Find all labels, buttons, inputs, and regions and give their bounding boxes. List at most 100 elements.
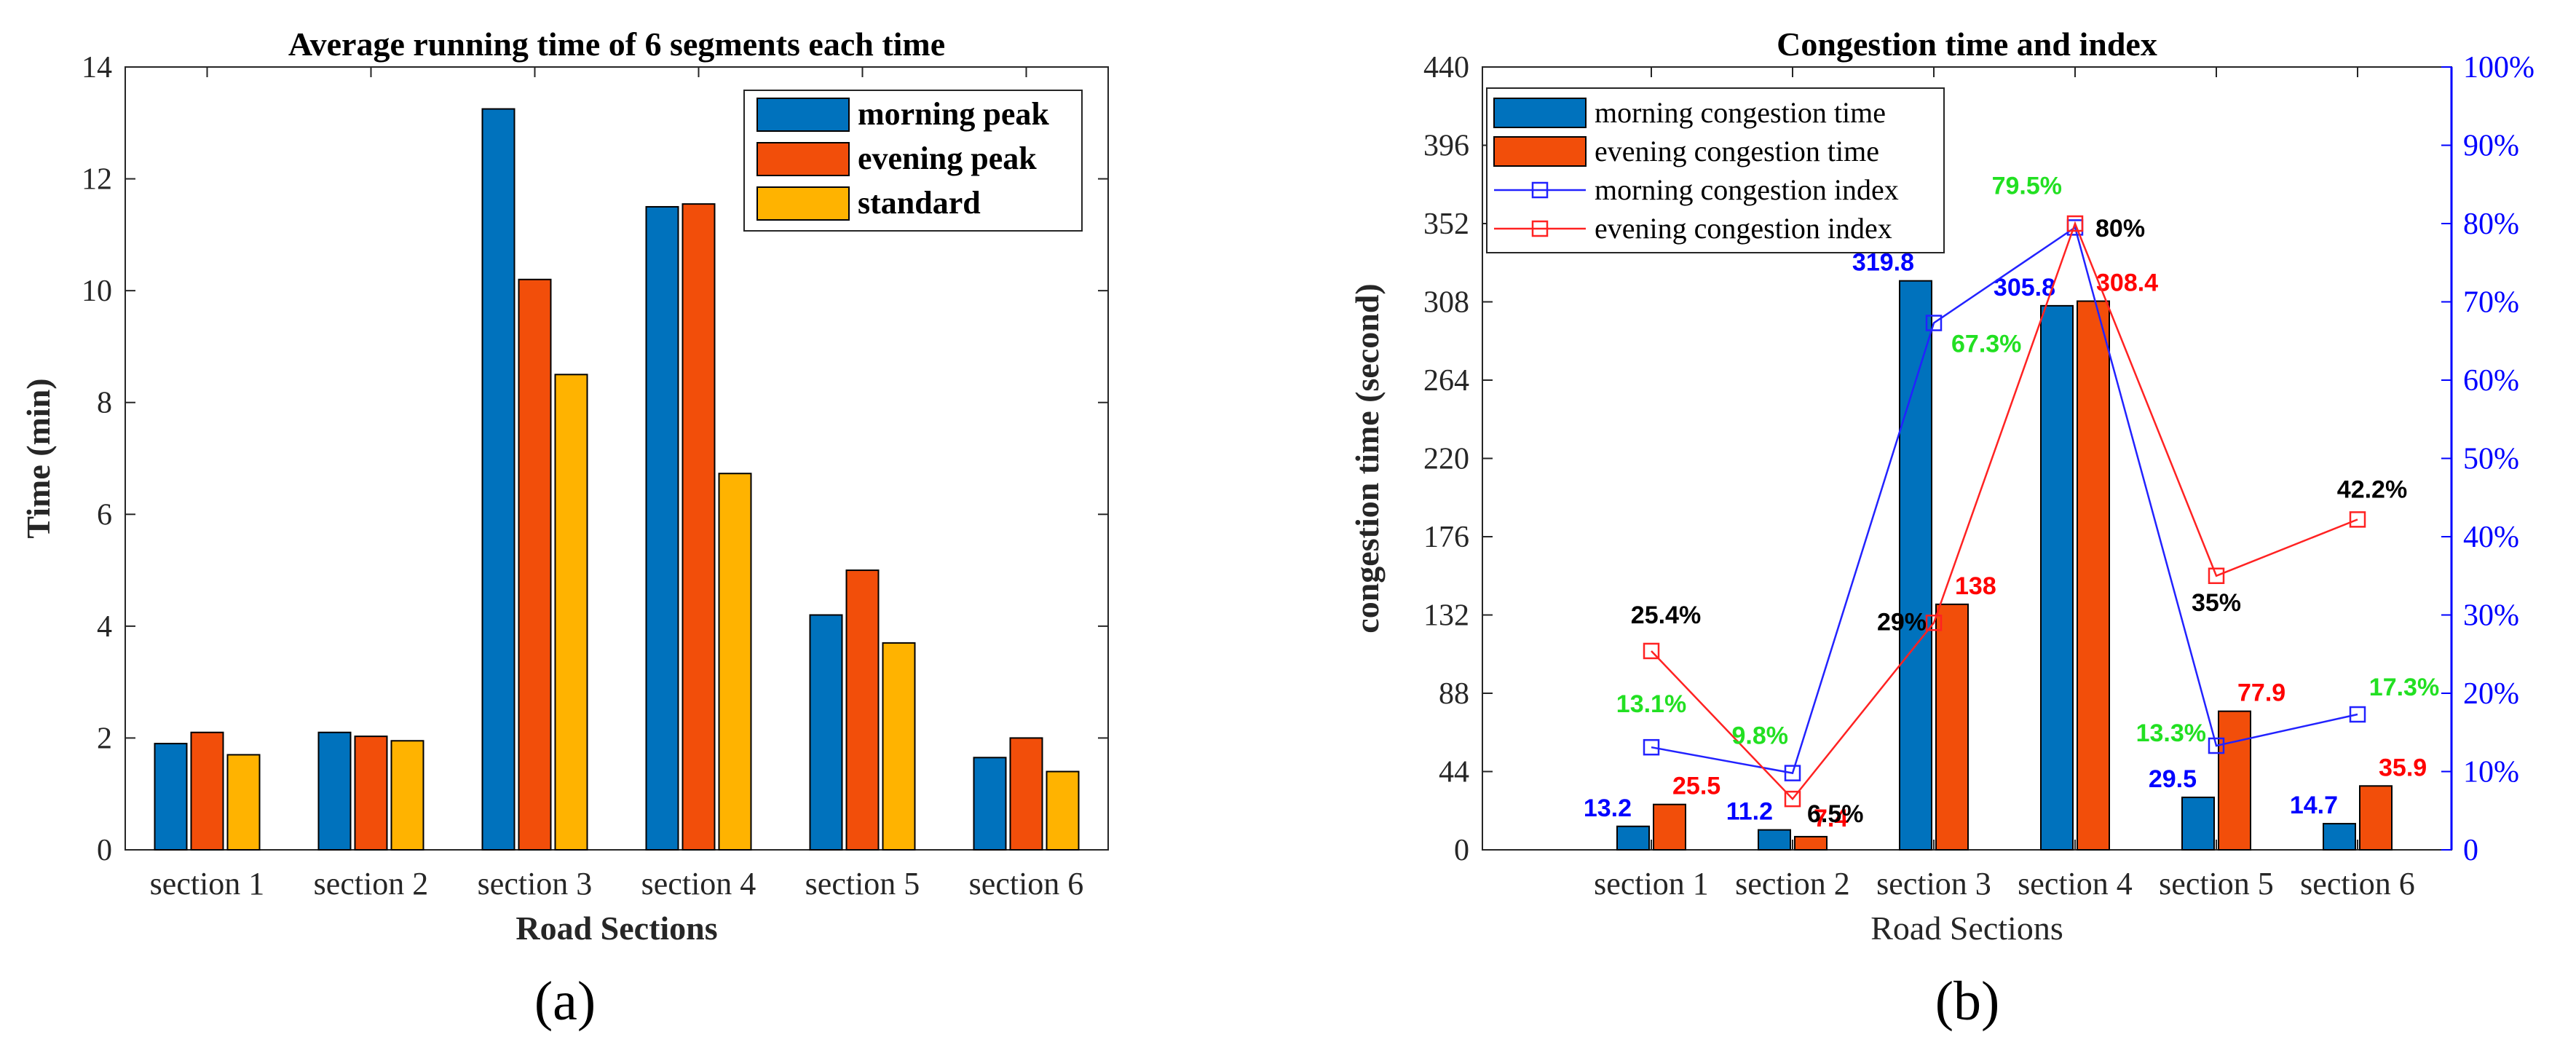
bar-label-b: 11.2	[1726, 798, 1773, 826]
legend-label-b: morning congestion index	[1595, 173, 1899, 206]
bar-a-morning-peak	[645, 205, 679, 851]
bar-a-standard	[554, 374, 588, 851]
legend-swatch-b	[1493, 98, 1587, 128]
bar-b-morning-congestion-time	[2181, 796, 2215, 851]
x-tick-label-a: section 1	[150, 866, 265, 902]
y-tick-label-a: 12	[82, 163, 112, 197]
line-label-b: 35%	[2192, 589, 2241, 617]
bar-a-evening-peak	[845, 569, 880, 851]
line-marker-b	[2066, 215, 2084, 232]
line-marker-b	[2208, 567, 2225, 584]
legend-label-b: evening congestion index	[1595, 212, 1892, 245]
line-label-b: 13.3%	[2136, 719, 2206, 747]
y-tick-label-b: 132	[1423, 599, 1469, 633]
bar-a-standard	[390, 740, 424, 851]
bar-b-morning-congestion-time	[2040, 304, 2074, 851]
line-b-morning-congestion-index	[1651, 226, 2358, 775]
legend-swatch-b	[1493, 136, 1587, 167]
y-tick-label-a: 6	[97, 498, 112, 532]
line-marker-b	[2349, 511, 2366, 528]
y2-tick-label-b: 0	[2463, 834, 2478, 867]
line-label-b: 17.3%	[2369, 674, 2439, 701]
bar-a-standard	[226, 754, 261, 851]
bar-label-b: 35.9	[2379, 754, 2427, 781]
line-marker-b	[2349, 706, 2366, 723]
caption-b: (b)	[1935, 971, 2000, 1032]
line-label-b: 29%	[1877, 608, 1927, 636]
line-label-b: 25.4%	[1631, 602, 1701, 629]
y-tick-label-b: 352	[1423, 208, 1469, 241]
y-tick-label-a: 4	[97, 610, 112, 644]
x-tick-label-a: section 4	[641, 866, 756, 902]
y-tick-label-b: 44	[1439, 756, 1469, 789]
y2-tick-label-b: 80%	[2463, 208, 2519, 241]
y-tick-label-b: 88	[1439, 677, 1469, 711]
bar-b-morning-congestion-time	[1899, 280, 1932, 851]
chart-title-b: Congestion time and index	[1777, 25, 2157, 63]
bar-label-b: 308.4	[2096, 269, 2158, 297]
x-tick-label-b: section 2	[1735, 866, 1850, 902]
legend-label-b: morning congestion time	[1595, 96, 1886, 129]
y-axis-label-b: congestion time (second)	[1348, 283, 1386, 633]
y-tick-label-a: 10	[82, 275, 112, 308]
line-marker-b	[1925, 315, 1943, 331]
bar-b-morning-congestion-time	[1616, 825, 1650, 851]
bar-a-morning-peak	[154, 743, 188, 851]
y-tick-label-b: 0	[1454, 834, 1469, 867]
legend-marker-b	[1531, 181, 1549, 199]
panel-a: 0 2 4 6 8 10 12 14 section 1 section 2 section 3 se…	[20, 25, 1109, 1032]
legend-marker-b	[1531, 220, 1549, 237]
bar-label-b: 138	[1955, 572, 1996, 600]
y-axis-label-a: Time (min)	[20, 378, 57, 538]
y-tick-label-a: 2	[97, 722, 112, 755]
x-tick-label-a: section 5	[805, 866, 920, 902]
x-axis-label-a: Road Sections	[515, 910, 717, 947]
line-marker-b	[2208, 737, 2225, 754]
bar-b-evening-congestion-time	[1794, 835, 1828, 851]
bar-label-b: 25.5	[1672, 773, 1720, 800]
bar-label-b: 13.2	[1584, 794, 1632, 822]
x-tick-label-a: section 3	[478, 866, 593, 902]
bar-b-evening-congestion-time	[2218, 710, 2251, 851]
chart-title-a: Average running time of 6 segments each …	[288, 25, 945, 63]
y-tick-label-a: 14	[82, 51, 112, 84]
bar-b-evening-congestion-time	[2077, 300, 2110, 851]
legend-swatch-a	[756, 186, 850, 221]
y-tick-label-b: 264	[1423, 364, 1469, 398]
bar-a-morning-peak	[809, 614, 843, 851]
line-label-b: 80%	[2095, 215, 2145, 242]
line-label-b: 13.1%	[1616, 690, 1686, 718]
y2-tick-label-b: 90%	[2463, 130, 2519, 163]
x-tick-label-b: section 1	[1594, 866, 1709, 902]
y-tick-label-a: 8	[97, 387, 112, 420]
bar-b-morning-congestion-time	[2323, 823, 2356, 851]
bar-a-evening-peak	[681, 203, 716, 851]
legend-label-a: evening peak	[858, 141, 1037, 176]
bar-a-standard	[1046, 770, 1080, 851]
line-marker-b	[1643, 738, 1660, 756]
legend-label-a: morning peak	[858, 96, 1049, 132]
bar-label-b: 305.8	[1994, 274, 2055, 301]
line-label-b: 67.3%	[1951, 331, 2021, 358]
plot-frame-a	[125, 66, 1109, 851]
x-tick-label-b: section 6	[2300, 866, 2415, 902]
x-tick-label-b: section 3	[1876, 866, 1991, 902]
x-tick-label-b: section 4	[2018, 866, 2133, 902]
line-label-b: 79.5%	[1992, 172, 2062, 200]
y2-tick-label-b: 30%	[2463, 599, 2519, 633]
line-marker-b	[1784, 765, 1801, 781]
bar-a-morning-peak	[481, 108, 515, 851]
y2-tick-label-b: 10%	[2463, 756, 2519, 789]
y-tick-label-b: 176	[1423, 521, 1469, 554]
y-tick-label-b: 440	[1423, 51, 1469, 84]
caption-a: (a)	[534, 971, 596, 1032]
panel-b: 0 44 88 132 176 220 264 308 352 396 440 0 10% 20% 30% 4…	[1348, 25, 2534, 1032]
y2-tick-label-b: 20%	[2463, 677, 2519, 711]
bar-a-evening-peak	[518, 278, 552, 851]
legend-b: morning congestion time evening congestio…	[1486, 87, 1945, 253]
y-tick-label-b: 308	[1423, 286, 1469, 320]
y-tick-label-b: 220	[1423, 443, 1469, 476]
y2-tick-label-b: 50%	[2463, 443, 2519, 476]
y-tick-label-b: 396	[1423, 130, 1469, 163]
bar-a-evening-peak	[190, 731, 224, 851]
